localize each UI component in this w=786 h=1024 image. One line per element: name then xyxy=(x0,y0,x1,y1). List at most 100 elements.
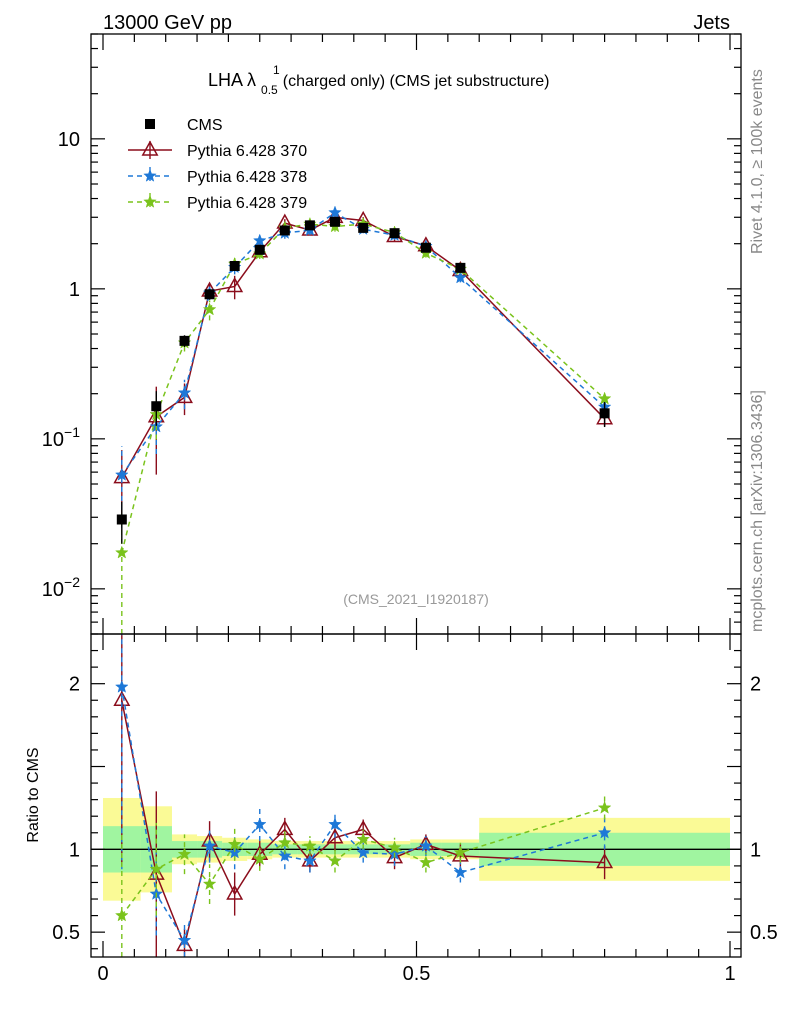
ratio-marker-1-3 xyxy=(202,838,217,852)
ratio-marker-2-3 xyxy=(202,876,217,890)
main-marker-0-2 xyxy=(176,387,193,404)
ratio-marker-2-2 xyxy=(177,847,192,861)
main-marker-2-13 xyxy=(597,391,612,405)
ratio-ytick-label-right-2: 0.5 xyxy=(750,922,778,944)
main-ytick-label-0: 10 xyxy=(58,129,80,151)
side-label-mcplots-text: mcplots.cern.ch [arXiv:1306.3436] xyxy=(749,390,766,632)
chart-title-suffix: (charged only) (CMS jet substructure) xyxy=(283,73,550,90)
ratio-marker-1-6 xyxy=(277,848,292,862)
main-ytick-label-3: 10−2 xyxy=(42,574,80,601)
main-ytick-label-1: 1 xyxy=(69,279,80,301)
ratio-marker-2-7 xyxy=(303,838,317,852)
xtick-label-2: 1 xyxy=(724,963,735,985)
data-point-13 xyxy=(599,408,610,419)
ratio-ytick-label-left-0: 2 xyxy=(69,674,80,696)
main-marker-2-0 xyxy=(114,545,129,559)
side-label-mcplots: mcplots.cern.ch [arXiv:1306.3436] xyxy=(749,390,766,632)
main-marker-1-5 xyxy=(252,233,267,247)
ratio-marker-2-0 xyxy=(114,908,129,922)
legend-label-0: CMS xyxy=(187,117,223,134)
ratio-marker-2-11 xyxy=(419,855,433,869)
chart-title-prefix: LHA λ xyxy=(208,70,256,90)
ratio-ylabel-text: Ratio to CMS xyxy=(25,747,42,842)
ratio-marker-2-1 xyxy=(149,861,164,876)
main-series-1 xyxy=(114,205,612,528)
header-right: Jets xyxy=(693,12,730,34)
ratio-marker-2-8 xyxy=(328,853,342,867)
data-point-10 xyxy=(389,228,400,239)
main-marker-1-8 xyxy=(328,205,342,219)
ratio-ylabel: Ratio to CMS xyxy=(25,747,42,842)
legend-marker-3 xyxy=(143,194,157,208)
data-point-9 xyxy=(358,222,369,233)
data-point-6 xyxy=(279,225,290,236)
legend-marker-1 xyxy=(141,140,159,156)
ratio-ytick-label-right-0: 2 xyxy=(750,674,761,696)
ratio-marker-1-4 xyxy=(227,845,242,859)
main-ytick-base-2: 10 xyxy=(42,429,64,451)
chart-title-subscript: 0.5 xyxy=(261,83,278,97)
main-ytick-base-3: 10 xyxy=(42,579,64,601)
ratio-marker-2-6 xyxy=(277,835,292,849)
ratio-marker-2-13 xyxy=(597,800,612,814)
data-point-4 xyxy=(229,261,240,272)
ratio-ytick-label-left-1: 1 xyxy=(69,839,80,861)
ratio-ytick-label-left-2: 0.5 xyxy=(52,922,80,944)
main-marker-1-0 xyxy=(114,467,129,481)
legend-marker-2 xyxy=(143,168,157,182)
data-point-12 xyxy=(455,262,466,273)
main-marker-0-4 xyxy=(226,276,244,293)
legend-label-1: Pythia 6.428 370 xyxy=(187,143,307,160)
side-label-rivet-text: Rivet 4.1.0, ≥ 100k events xyxy=(749,69,766,254)
ratio-marker-0-2 xyxy=(176,935,193,952)
legend-label-3: Pythia 6.428 379 xyxy=(187,195,307,212)
ratio-marker-1-13 xyxy=(597,825,612,839)
data-point-5 xyxy=(254,244,265,255)
ratio-frame xyxy=(90,633,742,958)
ratio-marker-0-13 xyxy=(596,853,614,869)
ratio-marker-1-8 xyxy=(328,817,342,831)
data-point-2 xyxy=(179,335,190,346)
ratio-marker-1-7 xyxy=(303,853,317,867)
xtick-label-1: 0.5 xyxy=(403,963,431,985)
ratio-series-1 xyxy=(114,634,612,957)
data-point-0 xyxy=(116,514,127,525)
main-line-2 xyxy=(121,223,606,553)
main-series-0 xyxy=(113,207,614,527)
main-ytick-label-2: 10−1 xyxy=(42,424,80,451)
ratio-marker-0-4 xyxy=(226,884,244,900)
ratio-marker-1-5 xyxy=(252,817,267,831)
ratio-series-2 xyxy=(114,796,612,957)
main-marker-1-12 xyxy=(453,270,468,284)
data-point-11 xyxy=(420,242,431,253)
ratio-marker-2-5 xyxy=(252,852,267,866)
legend-marker-0 xyxy=(145,119,155,129)
ratio-line-2 xyxy=(121,807,605,917)
ratio-series-0 xyxy=(113,634,614,957)
main-series-2 xyxy=(114,216,612,634)
ratio-marker-1-11 xyxy=(419,838,433,852)
ratio-marker-0-8 xyxy=(326,828,344,844)
ratio-marker-2-9 xyxy=(356,832,371,846)
ratio-marker-0-11 xyxy=(417,834,435,851)
xtick-label-0: 0 xyxy=(97,963,108,985)
data-point-8 xyxy=(329,216,340,227)
chart-title-superscript: 1 xyxy=(273,63,280,77)
watermark: (CMS_2021_I1920187) xyxy=(343,591,489,607)
chart-title: LHA λ 0.5 (charged only) (CMS jet substr… xyxy=(208,70,550,98)
ratio-marker-1-9 xyxy=(356,845,371,859)
ratio-marker-2-4 xyxy=(227,837,242,851)
data-series xyxy=(116,216,610,544)
main-ytick-exp-3: −2 xyxy=(64,574,80,590)
main-marker-1-2 xyxy=(177,385,192,399)
legend: CMS Pythia 6.428 370 Pythia 6.428 378 Pythi… xyxy=(128,117,307,212)
data-point-1 xyxy=(151,401,162,412)
data-point-7 xyxy=(304,220,315,231)
ratio-marker-2-10 xyxy=(387,840,402,854)
ratio-marker-1-0 xyxy=(114,679,129,693)
ratio-marker-1-2 xyxy=(177,933,192,947)
ratio-line-1 xyxy=(121,686,605,943)
side-label-rivet: Rivet 4.1.0, ≥ 100k events xyxy=(749,69,766,254)
